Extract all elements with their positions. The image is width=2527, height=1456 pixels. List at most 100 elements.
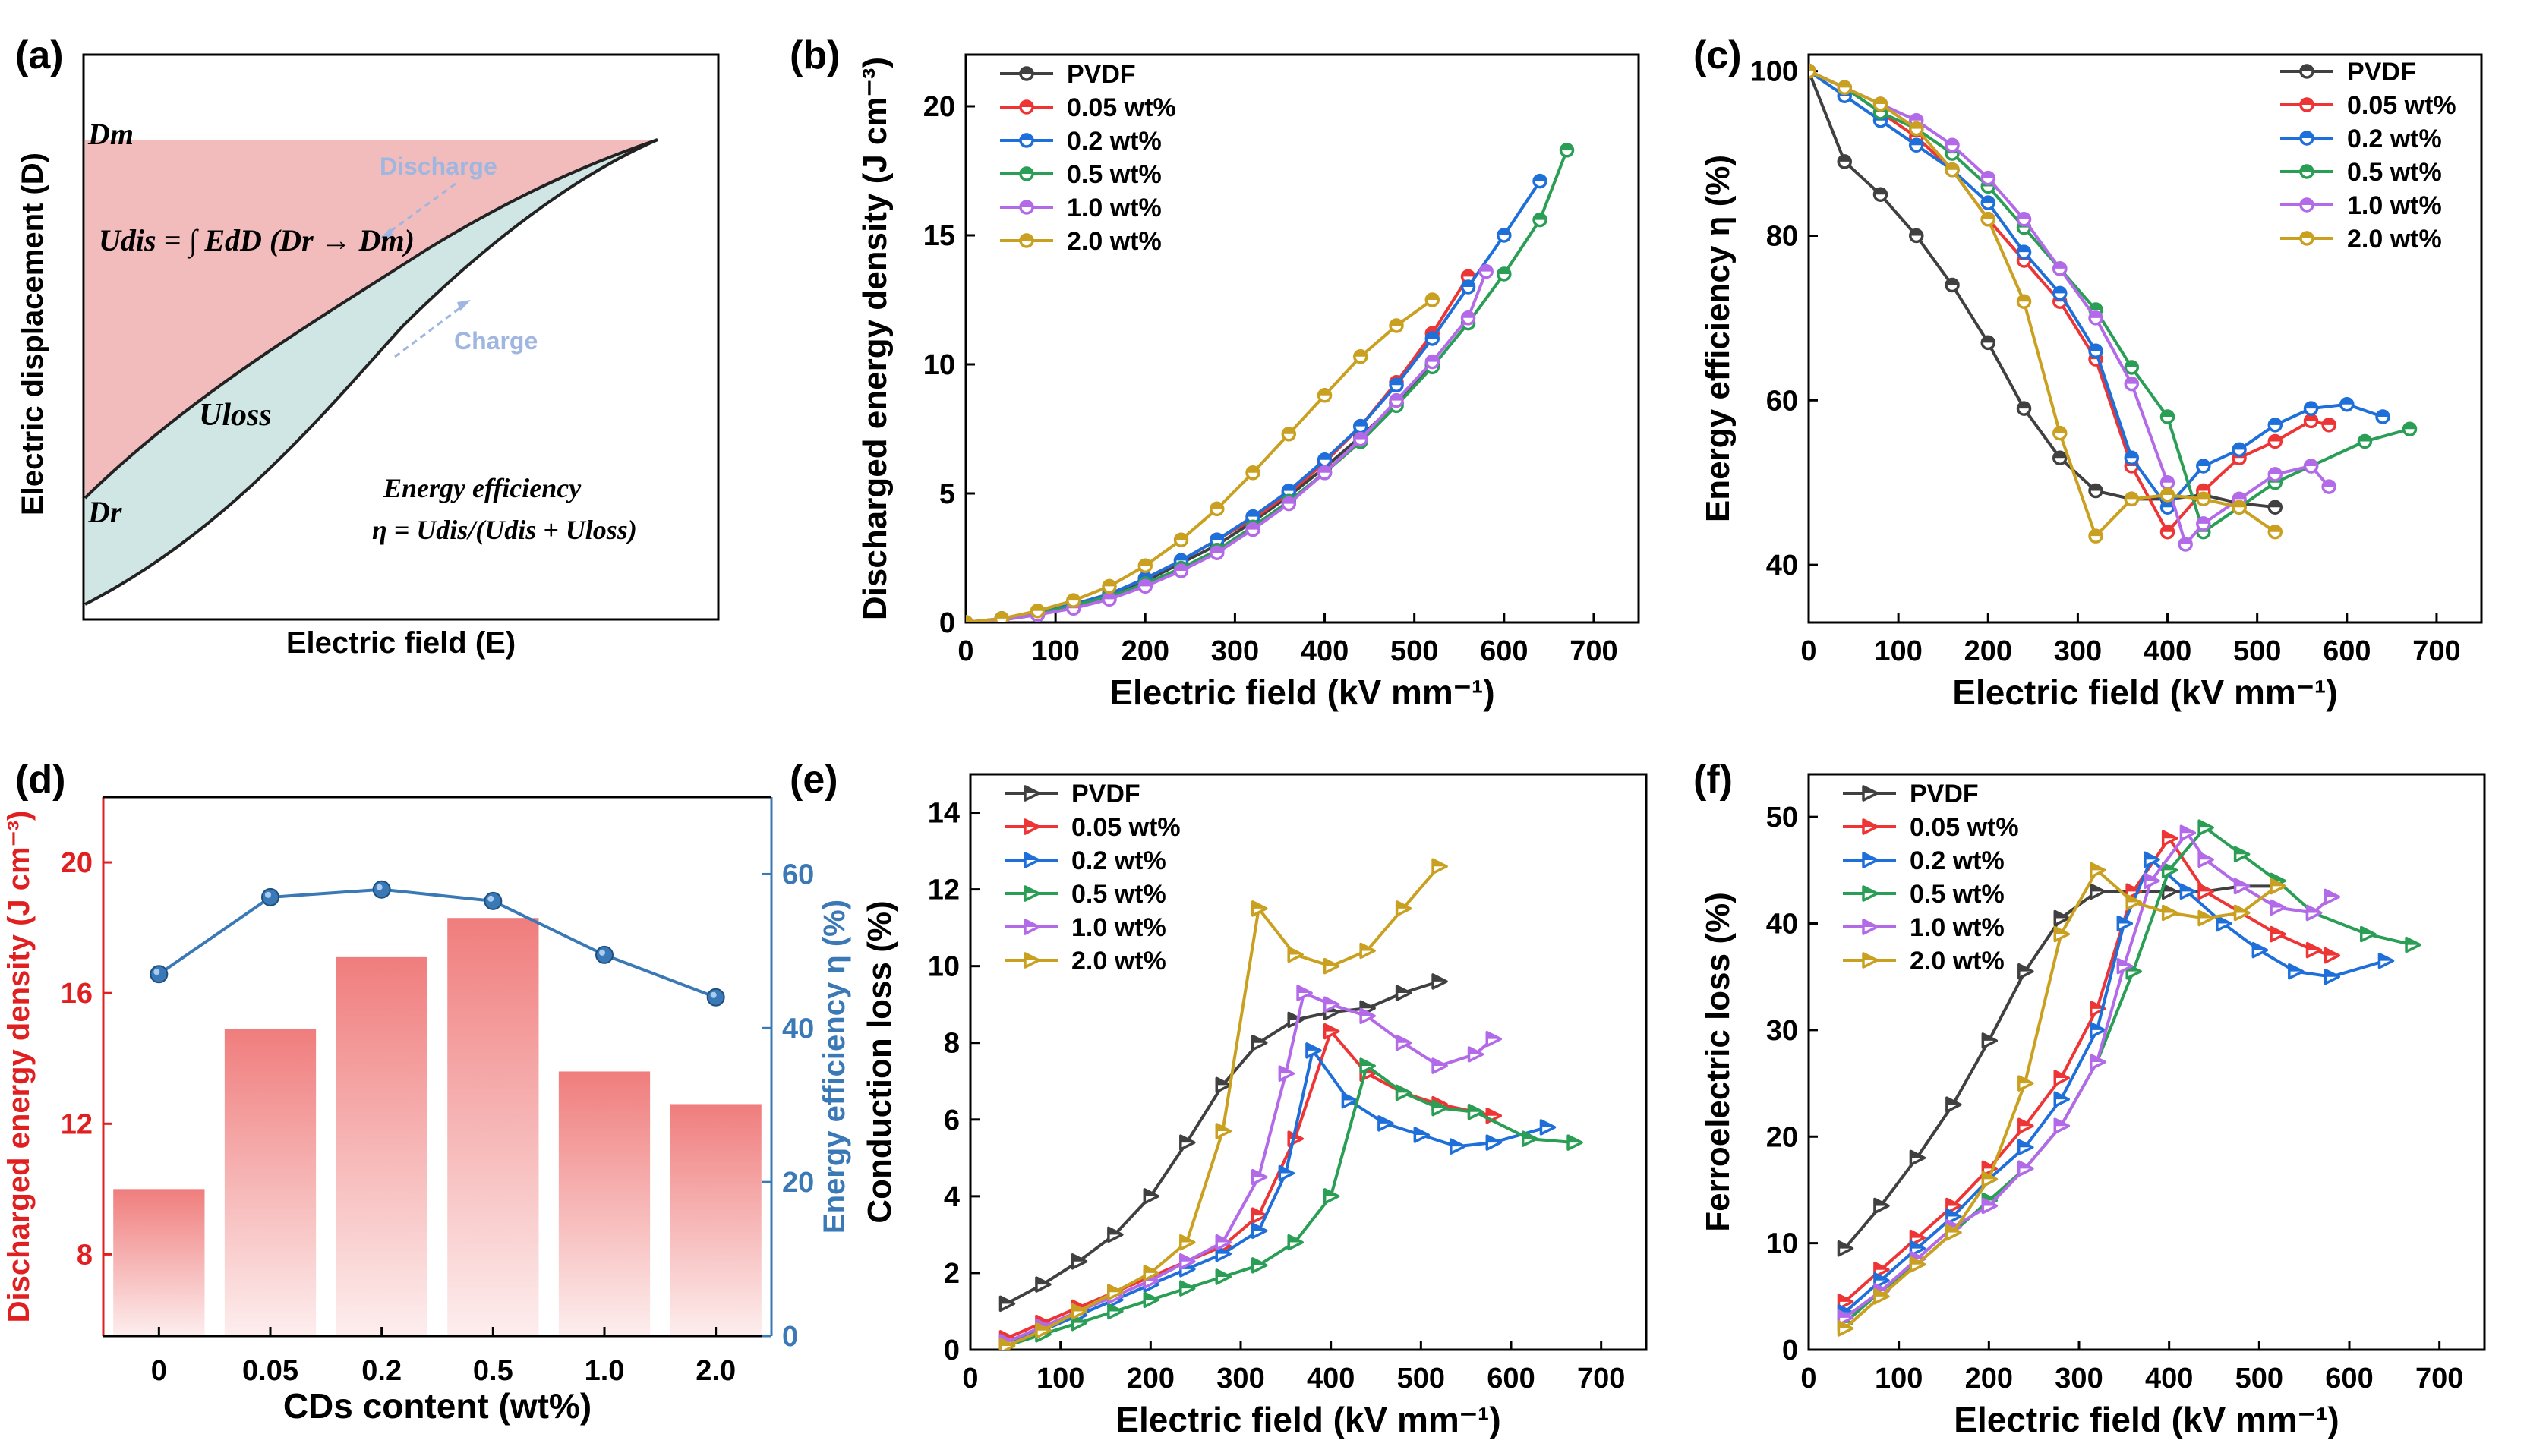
data-point-fill	[2197, 484, 2210, 491]
data-point-fill	[2199, 821, 2213, 828]
x-tick-label: 300	[2054, 635, 2102, 667]
data-point-fill	[1426, 332, 1439, 339]
y-tick-label: 5	[939, 478, 955, 510]
discharge-arrow	[379, 182, 456, 241]
x-tick-label: 0	[1800, 635, 1816, 667]
data-point-fill	[2118, 959, 2132, 966]
data-point-fill	[1910, 229, 1923, 236]
data-point-fill	[1036, 1323, 1050, 1331]
x-tick-label: 0	[151, 1355, 167, 1387]
data-point-fill	[1324, 1189, 1339, 1196]
data-point-fill	[1838, 1310, 1853, 1318]
data-point-fill	[1318, 466, 1331, 473]
data-point-fill	[1000, 1297, 1014, 1304]
data-point-fill	[2199, 852, 2213, 860]
data-point-fill	[1982, 197, 1995, 203]
data-point-fill	[2181, 826, 2195, 834]
label-uloss: Uloss	[199, 398, 272, 433]
x-tick-label: 200	[1965, 1363, 2013, 1395]
data-point-fill	[2055, 1119, 2069, 1127]
data-point-fill	[1874, 98, 1887, 105]
x-axis-label: Electric field (kV mm⁻¹)	[1115, 1400, 1500, 1439]
data-point-fill	[2125, 452, 2138, 459]
legend-marker-fill	[1025, 953, 1039, 960]
discharge-region	[85, 140, 658, 498]
data-point-fill	[2403, 423, 2416, 430]
data-point-fill	[1480, 265, 1493, 272]
charge-arrowhead	[457, 300, 471, 311]
y-tick-label: 20	[1766, 1121, 1798, 1153]
series-0-2-wt-	[998, 1042, 1557, 1350]
y-tick-label: 2	[944, 1258, 960, 1290]
y-tick-label: 60	[1766, 385, 1798, 417]
data-point-fill	[1298, 986, 1312, 994]
y-axis-label: Conduction loss (%)	[861, 900, 898, 1223]
data-point-fill	[2307, 943, 2321, 950]
data-point-fill	[1469, 1047, 1483, 1054]
legend-marker-fill	[1021, 201, 1033, 207]
data-point-fill	[1354, 433, 1367, 440]
legend-label: 2.0 wt%	[2347, 225, 2442, 254]
efficiency-point	[484, 891, 503, 910]
data-point-fill	[1568, 1136, 1582, 1143]
series-line	[1809, 69, 2411, 534]
data-point-fill	[1324, 959, 1339, 966]
data-point-fill	[1910, 114, 1923, 121]
data-point-fill	[1946, 279, 1959, 285]
x-tick-label: 300	[2055, 1363, 2103, 1395]
label-charge: Charge	[454, 327, 538, 355]
legend-marker-fill	[1021, 68, 1033, 74]
data-point-fill	[1910, 1231, 1925, 1238]
data-point-fill	[1342, 1093, 1357, 1101]
panel-d: (d) 0 0.05 0.2 0.5 1.0 2.0 8 12 16 20 0 20 40 60 CDs co…	[2, 758, 851, 1426]
data-point-fill	[1216, 1269, 1231, 1277]
data-point-fill	[1067, 594, 1080, 601]
data-point-fill	[1838, 1305, 1853, 1313]
data-point-fill	[1324, 997, 1339, 1005]
y-axis-label: Electric displacement (D)	[16, 153, 49, 515]
series-1-0-wt-	[966, 263, 1494, 622]
data-point-fill	[2307, 906, 2321, 913]
data-point-fill	[995, 612, 1008, 619]
data-point-fill	[1354, 350, 1367, 357]
plot-frame	[969, 773, 1648, 1351]
data-point-fill	[1144, 1189, 1159, 1196]
data-point-fill	[1874, 1262, 1888, 1270]
data-point-fill	[1289, 1235, 1303, 1243]
bar	[224, 1029, 317, 1336]
legend-marker-fill	[1863, 953, 1877, 960]
series-0-05-wt-	[1837, 830, 2341, 1310]
data-point-fill	[2197, 460, 2210, 467]
data-point-fill	[1433, 859, 1447, 867]
data-point-fill	[1289, 947, 1303, 955]
x-axis-label: Electric field (E)	[286, 626, 516, 660]
legend-marker-fill	[1025, 887, 1039, 893]
data-point-fill	[2125, 493, 2138, 500]
y-axis-label: Energy efficiency η (%)	[1699, 155, 1737, 522]
y-axis-label: Discharged energy density (J cm⁻³)	[2, 811, 36, 1323]
legend: PVDF 0.05 wt% 0.2 wt% 0.5 wt% 1.0 wt% 2.0 wt%	[1005, 780, 1181, 975]
legend-label: 2.0 wt%	[1910, 947, 2005, 975]
legend-label: 1.0 wt%	[1067, 194, 1162, 222]
legend-marker-fill	[1863, 820, 1877, 827]
data-point-fill	[1487, 1136, 1501, 1143]
data-point-fill	[1946, 1225, 1961, 1233]
data-point-fill	[2235, 879, 2249, 887]
y-tick-label: 30	[1766, 1015, 1798, 1047]
data-point-fill	[2144, 874, 2159, 881]
y-tick-label: 0	[939, 607, 955, 639]
x-tick-label: 500	[2233, 635, 2281, 667]
data-point-fill	[2055, 927, 2069, 934]
data-point-fill	[1210, 503, 1223, 509]
legend-marker-fill	[2301, 65, 2313, 71]
x-tick-label: 400	[1301, 635, 1349, 667]
data-point-fill	[1180, 1281, 1194, 1289]
legend-marker-fill	[1025, 920, 1039, 927]
legend-label: 0.2 wt%	[1071, 846, 1166, 875]
series-line	[966, 298, 1434, 622]
data-point-fill	[1354, 420, 1367, 427]
data-point-fill	[2163, 906, 2177, 913]
data-point-fill	[2235, 847, 2249, 855]
data-point-fill	[1534, 175, 1547, 181]
series-line	[1844, 831, 2333, 1319]
